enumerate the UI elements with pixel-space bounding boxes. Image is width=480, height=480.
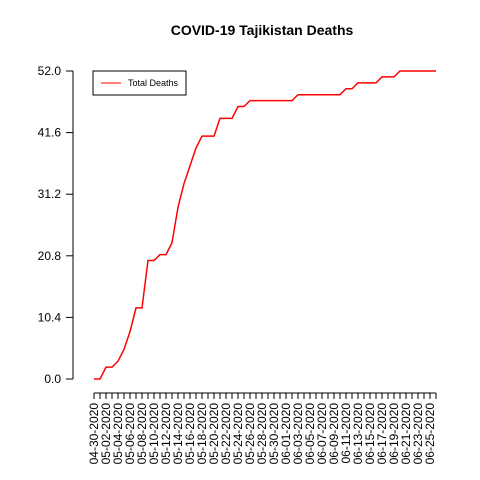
x-tick-label: 06-21-2020 [399, 403, 413, 465]
y-tick-label: 10.4 [38, 310, 62, 324]
x-tick-label: 05-26-2020 [243, 403, 257, 465]
x-tick-label: 06-07-2020 [315, 403, 329, 465]
x-tick-label: 06-11-2020 [339, 403, 353, 464]
y-tick-label: 41.6 [38, 126, 62, 140]
x-tick-label: 06-25-2020 [423, 403, 437, 465]
x-tick-label: 04-30-2020 [87, 403, 101, 465]
x-tick-label: 05-18-2020 [195, 403, 209, 465]
x-tick-label: 05-10-2020 [147, 403, 161, 465]
x-tick-label: 05-22-2020 [219, 403, 233, 465]
x-ticks: 04-30-202005-02-202005-04-202005-06-2020… [87, 393, 437, 464]
y-tick-label: 20.8 [38, 249, 62, 263]
x-tick-label: 06-05-2020 [303, 403, 317, 465]
x-tick-label: 06-15-2020 [363, 403, 377, 465]
x-tick-label: 05-28-2020 [255, 403, 269, 465]
chart-title: COVID-19 Tajikistan Deaths [171, 22, 354, 38]
y-ticks: 0.0 10.4 20.8 31.2 41.6 52.0 [38, 64, 73, 386]
x-tick-label: 05-08-2020 [135, 403, 149, 465]
x-tick-label: 05-02-2020 [99, 403, 113, 465]
x-tick-label: 06-13-2020 [351, 403, 365, 465]
x-tick-label: 05-06-2020 [123, 403, 137, 465]
x-tick-label: 05-30-2020 [267, 403, 281, 465]
y-tick-label: 52.0 [38, 64, 62, 78]
x-tick-label: 06-01-2020 [279, 403, 293, 465]
x-tick-label: 06-23-2020 [411, 403, 425, 465]
x-tick-label: 05-14-2020 [171, 403, 185, 465]
x-tick-label: 06-03-2020 [291, 403, 305, 465]
series-line-total-deaths [94, 70, 436, 380]
x-tick-label: 05-16-2020 [183, 403, 197, 465]
legend: Total Deaths [92, 70, 187, 96]
x-tick-label: 06-19-2020 [387, 403, 401, 465]
x-tick-label: 06-09-2020 [327, 403, 341, 465]
legend-label: Total Deaths [128, 78, 179, 88]
x-tick-label: 05-20-2020 [207, 403, 221, 465]
x-tick-label: 05-24-2020 [231, 403, 245, 465]
x-tick-label: 05-12-2020 [159, 403, 173, 465]
x-tick-label: 05-04-2020 [111, 403, 125, 465]
y-tick-label: 31.2 [38, 187, 62, 201]
x-tick-label: 06-17-2020 [375, 403, 389, 465]
y-tick-label: 0.0 [44, 372, 61, 386]
